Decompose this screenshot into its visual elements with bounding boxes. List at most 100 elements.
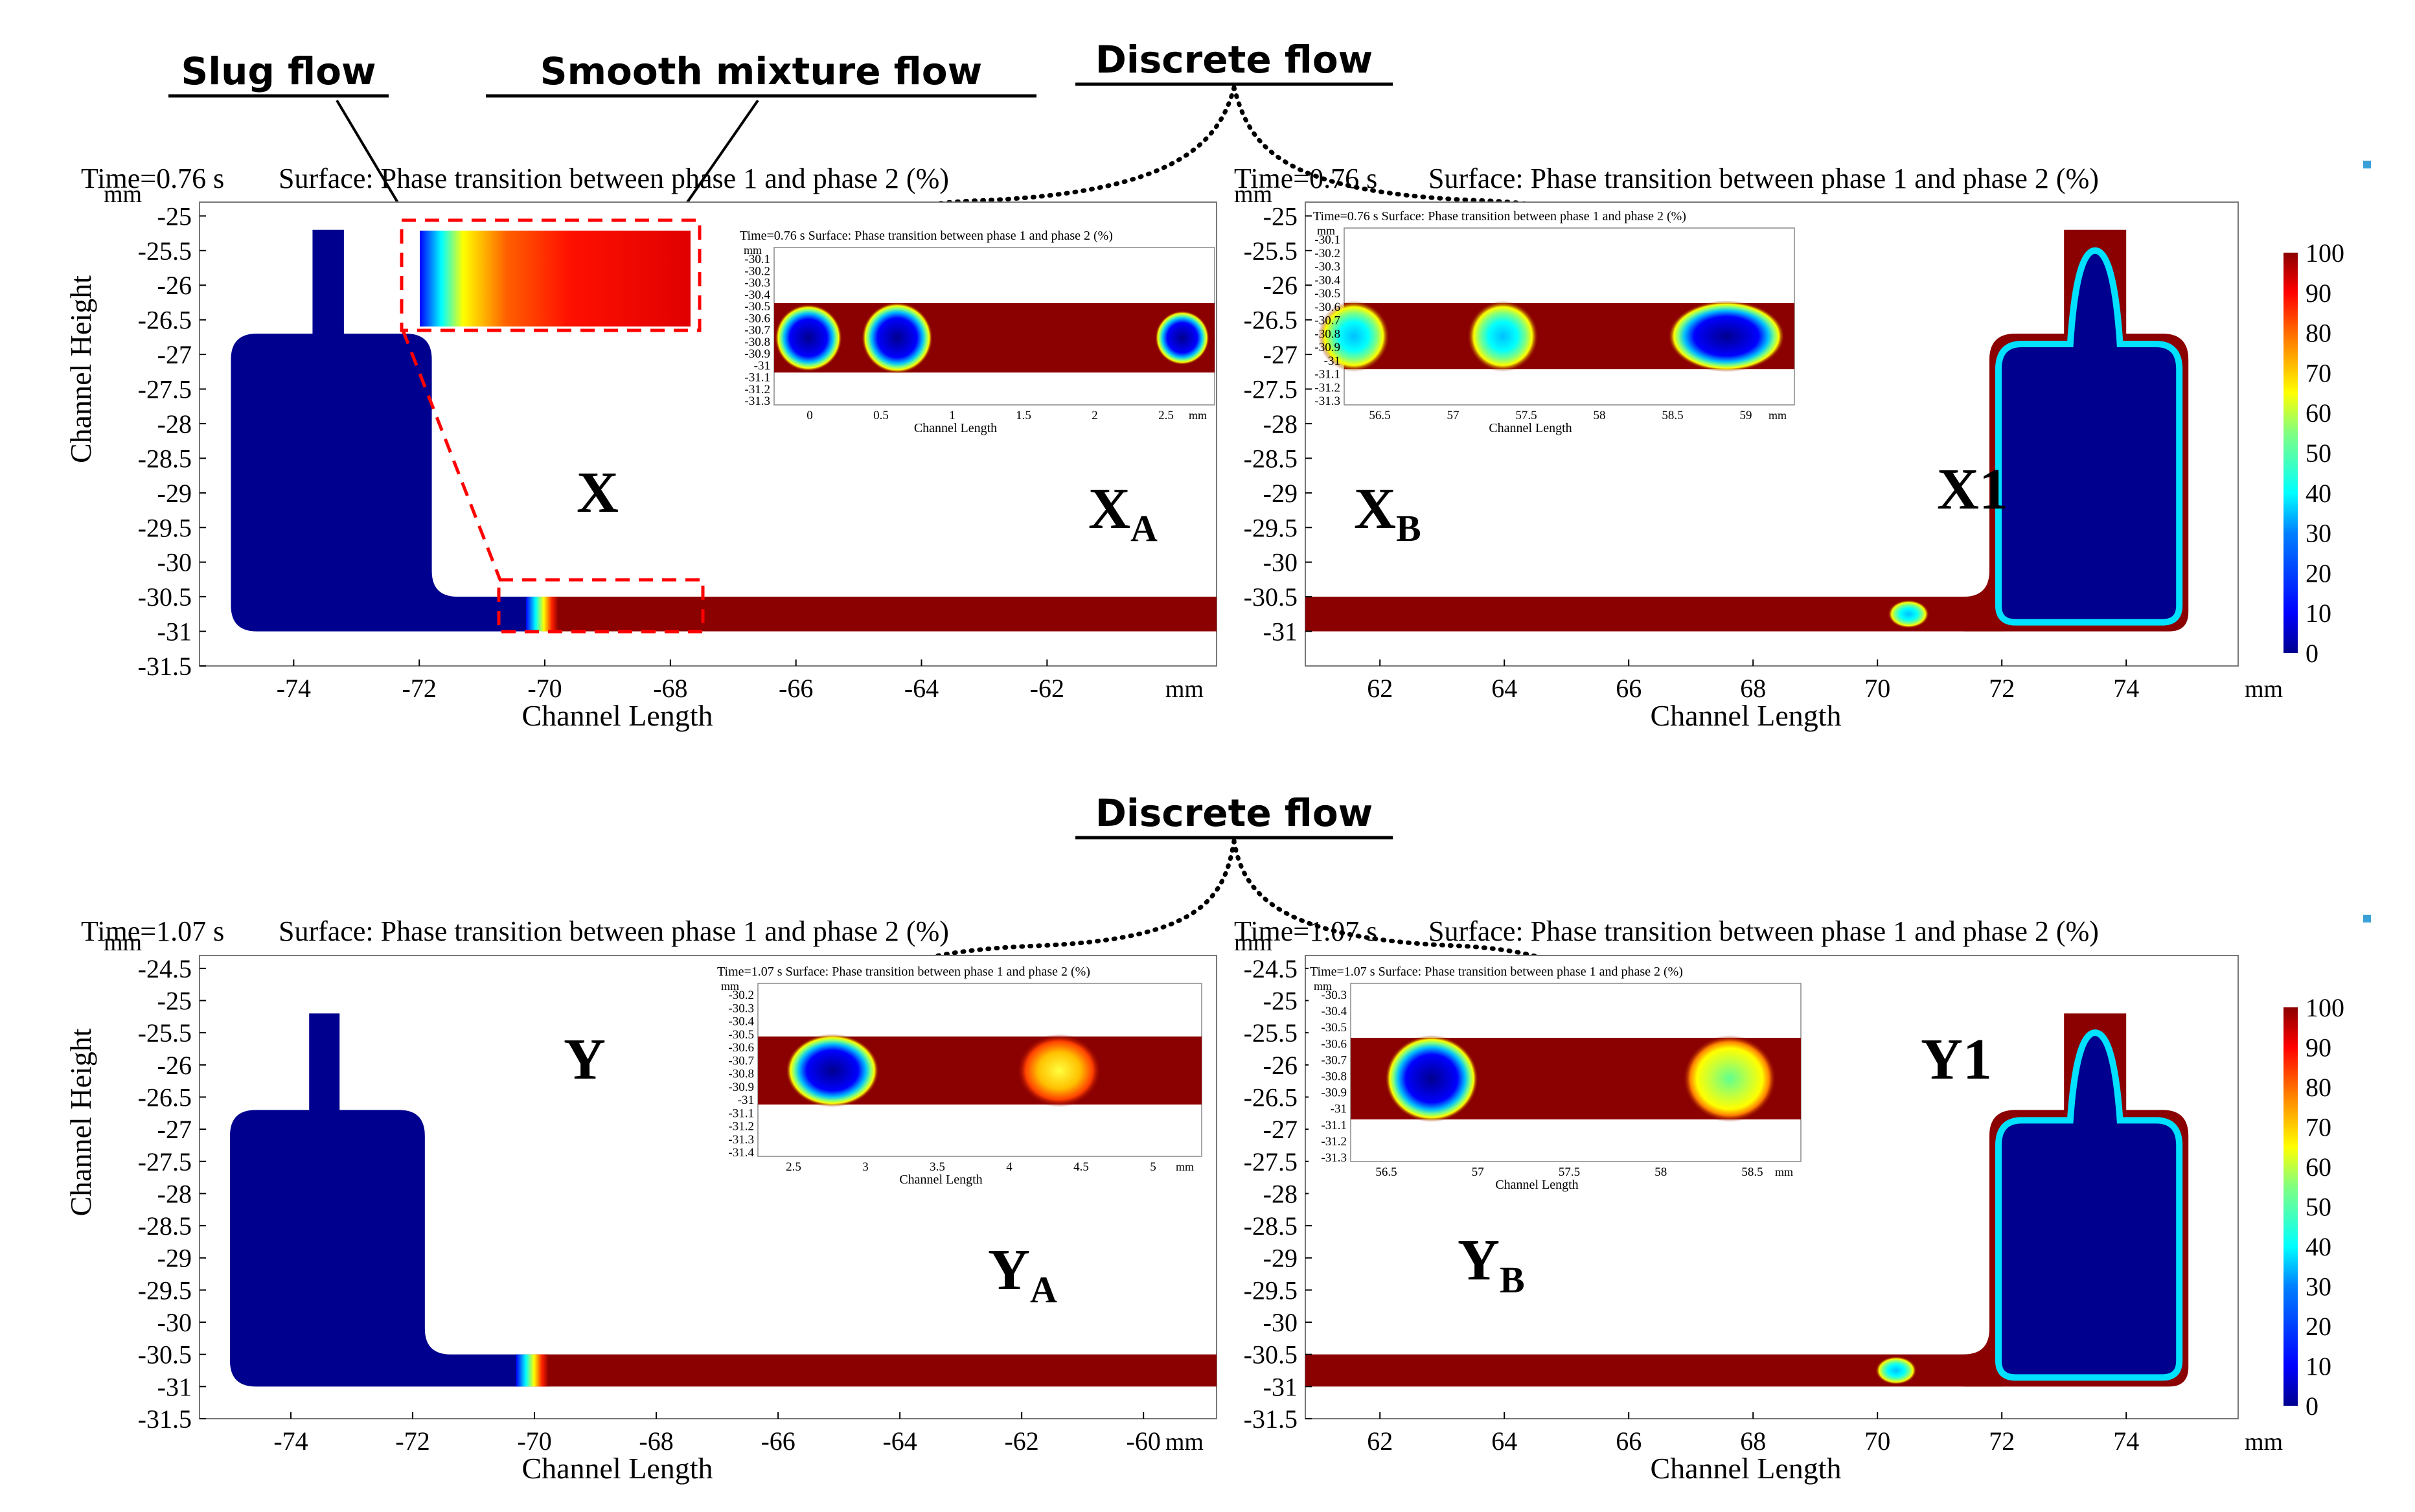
y-tick-label: -28	[1263, 1179, 1298, 1208]
x-tick-label: 70	[1864, 674, 1890, 703]
inset-y-tick-label: -31	[1331, 1103, 1347, 1116]
inset-y-tick-label: -31	[738, 1094, 754, 1107]
surface-title: Surface: Phase transition between phase …	[1428, 915, 2099, 947]
inset-droplet	[1683, 1035, 1776, 1122]
inset-y-tick-label: -30.1	[1314, 233, 1340, 247]
surface-title: Surface: Phase transition between phase …	[1428, 163, 2099, 194]
y-tick-label: -28	[157, 409, 192, 439]
inset-x-tick-label: 56.5	[1375, 1165, 1397, 1179]
channel-red	[522, 1354, 1217, 1387]
inset-y-tick-label: -30.5	[744, 300, 770, 314]
colorbar-tick-label: 20	[2306, 1312, 2331, 1341]
inset-y-tick-label: -30.5	[1321, 1021, 1347, 1035]
y-tick-label: -30	[1263, 548, 1298, 577]
x-tick-label: 68	[1740, 674, 1766, 703]
x-tick-label: -70	[517, 1426, 551, 1456]
inset-title: Time=0.76 s Surface: Phase transition be…	[1313, 209, 1686, 223]
inset-y-tick-label: -31.3	[1321, 1151, 1347, 1165]
inset-x-units: mm	[1189, 409, 1207, 422]
inset-y-tick-label: -30.7	[1314, 314, 1340, 328]
y-tick-label: -29	[1263, 1244, 1298, 1273]
reservoir-blue	[231, 334, 532, 632]
y-tick-label: -31	[1263, 1372, 1298, 1401]
inset-y-tick-label: -30.9	[1314, 341, 1340, 354]
y-tick-label: -29	[157, 479, 192, 508]
inset-x-tick-label: 3	[862, 1160, 869, 1174]
x-tick-label: 66	[1616, 1426, 1642, 1456]
colorbar-tick-label: 90	[2306, 1033, 2331, 1062]
y-axis-label: Channel Height	[64, 275, 97, 463]
time-label: Time=1.07 s	[1234, 915, 1377, 947]
inset-y-tick-label: -30.1	[744, 253, 770, 266]
x-tick-label: -64	[904, 674, 939, 703]
inset-y-tick-label: -30.9	[1321, 1086, 1347, 1100]
y-tick-label: -25	[1263, 201, 1298, 231]
x-tick-label: -74	[273, 1426, 308, 1456]
y-tick-label: -26.5	[138, 1082, 192, 1112]
x-units: mm	[2245, 676, 2283, 703]
colorbar-tick-label: 60	[2306, 398, 2331, 428]
inset-droplet	[1385, 1035, 1478, 1122]
inset-y-tick-label: -30.4	[1321, 1005, 1347, 1018]
inset-y-tick-label: -30.2	[1314, 247, 1340, 260]
inset-x-tick-label: 4	[1006, 1160, 1013, 1174]
colorbar	[2283, 1007, 2298, 1406]
x-tick-label: -72	[402, 674, 437, 703]
y-tick-label: -26	[1263, 271, 1298, 300]
inset-y-tick-label: -31.2	[1321, 1135, 1347, 1149]
y-tick-label: -24.5	[138, 954, 192, 983]
inset-droplet	[862, 302, 933, 374]
x-tick-label: -74	[277, 674, 311, 703]
inset_XA: Time=0.76 s Surface: Phase transition be…	[738, 228, 1215, 441]
inset-x-tick-label: 0	[807, 409, 813, 422]
y-tick-label: -27.5	[1244, 1147, 1298, 1176]
inset-y-tick-label: -30.4	[744, 288, 770, 302]
y-tick-label: -26	[1263, 1051, 1298, 1080]
reservoir-blue	[1995, 1029, 2183, 1381]
colorbar-tick-label: 30	[2306, 519, 2331, 548]
colorbar-tick-label: 70	[2306, 1113, 2331, 1142]
zoom-leader	[401, 330, 502, 580]
x-units: mm	[1165, 676, 1204, 703]
slug-flow-label: Slug flow	[181, 49, 376, 93]
inset-x-tick-label: 5	[1150, 1160, 1156, 1174]
inset-y-tick-label: -30.3	[728, 1002, 754, 1015]
y-tick-label: -27	[1263, 340, 1298, 369]
inset-y-tick-label: -30.7	[744, 324, 770, 338]
inset-x-tick-label: 58	[1594, 409, 1606, 422]
inset-y-units: mm	[1317, 224, 1335, 237]
y-tick-label: -29	[157, 1244, 192, 1273]
inset-y-tick-label: -30.3	[744, 277, 770, 290]
y-tick-label: -25.5	[1244, 236, 1298, 266]
x-tick-label: 64	[1491, 674, 1517, 703]
inset-y-tick-label: -30.5	[728, 1028, 754, 1042]
x-axis-label: Channel Length	[521, 1452, 713, 1485]
inset-droplet	[786, 1034, 879, 1107]
y-tick-label: -27	[1263, 1115, 1298, 1144]
y-tick-label: -27	[157, 340, 192, 369]
y-tick-label: -31.5	[138, 652, 192, 681]
x-units: mm	[2245, 1428, 2283, 1456]
y-units: mm	[1234, 181, 1272, 208]
inset-x-tick-label: 1	[949, 409, 956, 422]
y-tick-label: -25.5	[138, 236, 192, 266]
inset-droplet	[1318, 301, 1390, 372]
colorbar-tick-label: 40	[2306, 1232, 2331, 1261]
panel-label-b: XB	[1354, 477, 1421, 549]
discrete-flow-label-bottom: Discrete flow	[1095, 791, 1373, 835]
time-label: Time=0.76 s	[81, 163, 224, 194]
inset-y-tick-label: -30.4	[1314, 273, 1340, 287]
inset-y-tick-label: -31	[754, 359, 770, 372]
reservoir-blue	[230, 1110, 523, 1387]
colorbar-tick-label: 10	[2306, 1352, 2331, 1381]
x-tick-label: -70	[527, 674, 562, 703]
inset-x-tick-label: 0.5	[873, 409, 889, 422]
y-tick-label: -31	[157, 617, 192, 647]
y-tick-label: -28.5	[138, 444, 192, 473]
colorbar-tick-label: 90	[2306, 279, 2331, 308]
colorbar-tick-label: 80	[2306, 1073, 2331, 1102]
y-tick-label: -29.5	[1244, 513, 1298, 542]
inset-y-tick-label: -31.2	[1314, 381, 1340, 395]
inset-y-tick-label: -30.3	[1314, 260, 1340, 274]
inset-x-tick-label: 2.5	[1158, 409, 1174, 422]
